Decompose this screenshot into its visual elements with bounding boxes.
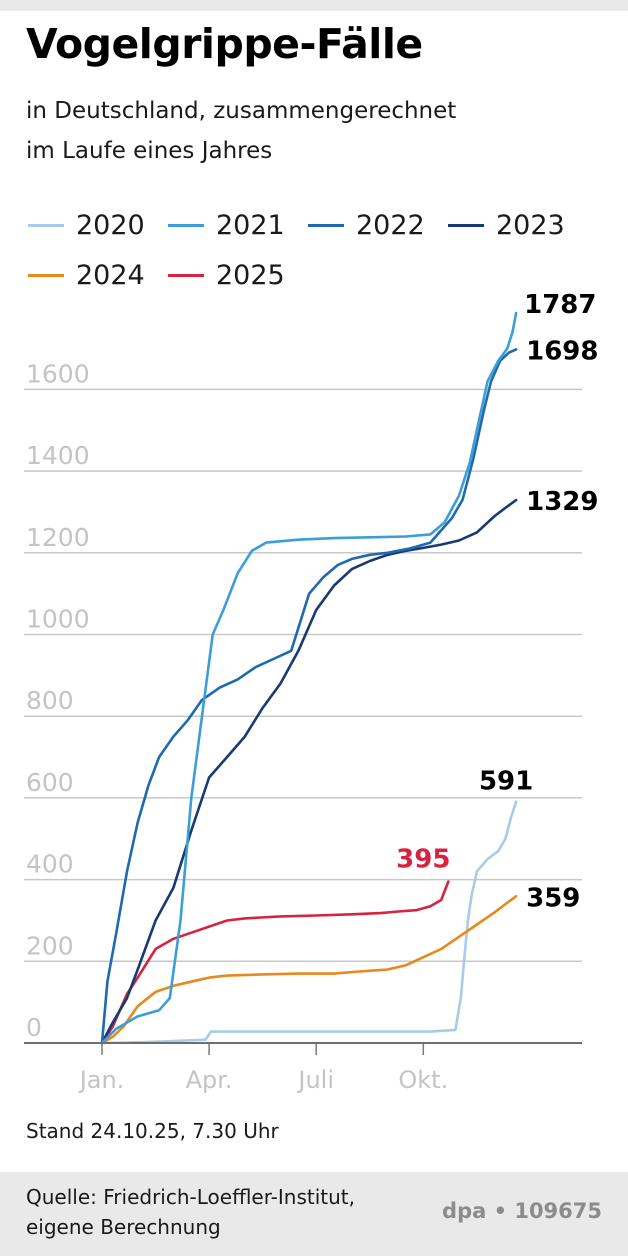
footer: Quelle: Friedrich-Loeffler-Institut, eig…	[0, 1172, 628, 1256]
subtitle-line-1: in Deutschland, zusammengerechnet	[26, 98, 457, 124]
series-line-2023	[100, 498, 518, 1045]
legend-label-2021: 2021	[216, 209, 285, 241]
subtitle-line-2: im Laufe eines Jahres	[26, 138, 273, 164]
series-line-2020	[100, 800, 518, 1045]
legend-label-2024: 2024	[76, 259, 145, 291]
end-label-2021: 1787	[524, 290, 596, 320]
x-tick-label-Okt.: Okt.	[398, 1066, 448, 1094]
source-note: Quelle: Friedrich-Loeffler-Institut, eig…	[26, 1182, 355, 1242]
end-label-2024: 359	[526, 883, 580, 913]
y-tick-label-1400: 1400	[26, 441, 90, 470]
legend-item-2023: 2023	[448, 205, 565, 245]
end-label-2025: 395	[396, 845, 450, 875]
legend-label-2022: 2022	[356, 209, 425, 241]
legend-item-2025: 2025	[168, 255, 285, 295]
legend-swatch-2023	[448, 223, 484, 227]
credit-label: dpa • 109675	[442, 1199, 602, 1223]
chart-title: Vogelgrippe-Fälle	[26, 20, 423, 68]
y-tick-label-1000: 1000	[26, 605, 90, 634]
legend-item-2021: 2021	[168, 205, 285, 245]
y-tick-label-1600: 1600	[26, 359, 90, 388]
x-tick-label-Jan.: Jan.	[78, 1066, 125, 1094]
legend-item-2022: 2022	[308, 205, 425, 245]
series-line-2024	[100, 895, 518, 1045]
timestamp: Stand 24.10.25, 7.30 Uhr	[26, 1119, 279, 1143]
chart-subtitle: in Deutschland, zusammengerechnet im Lau…	[26, 91, 456, 171]
line-chart: 0 200 400 600 800 1000 1200 1400 1600 Jan. Apr. Jul…	[24, 290, 598, 1094]
top-bar	[0, 0, 628, 11]
series-line-2025	[100, 880, 450, 1045]
source-line-2: eigene Berechnung	[26, 1215, 221, 1239]
y-tick-label-0: 0	[26, 1013, 42, 1042]
legend-swatch-2025	[168, 273, 204, 277]
legend-swatch-2022	[308, 223, 344, 227]
y-tick-label-1200: 1200	[26, 523, 90, 552]
legend-swatch-2024	[28, 273, 64, 277]
y-tick-label-200: 200	[26, 931, 74, 960]
legend-label-2023: 2023	[496, 209, 565, 241]
series-line-2021	[100, 311, 518, 1045]
y-tick-label-400: 400	[26, 850, 74, 879]
source-line-1: Quelle: Friedrich-Loeffler-Institut,	[26, 1185, 355, 1209]
legend-item-2020: 2020	[28, 205, 145, 245]
legend-label-2020: 2020	[76, 209, 145, 241]
legend-label-2025: 2025	[216, 259, 285, 291]
y-tick-label-800: 800	[26, 686, 74, 715]
end-label-2022: 1698	[526, 336, 598, 366]
end-label-2023: 1329	[526, 487, 598, 517]
x-tick-label-Apr.: Apr.	[186, 1066, 233, 1094]
x-tick-label-Juli: Juli	[296, 1066, 334, 1094]
legend-swatch-2020	[28, 223, 64, 227]
legend-swatch-2021	[168, 223, 204, 227]
legend-item-2024: 2024	[28, 255, 145, 295]
series-line-2022	[100, 348, 518, 1045]
y-tick-label-600: 600	[26, 768, 74, 797]
end-label-2020: 591	[479, 767, 533, 797]
